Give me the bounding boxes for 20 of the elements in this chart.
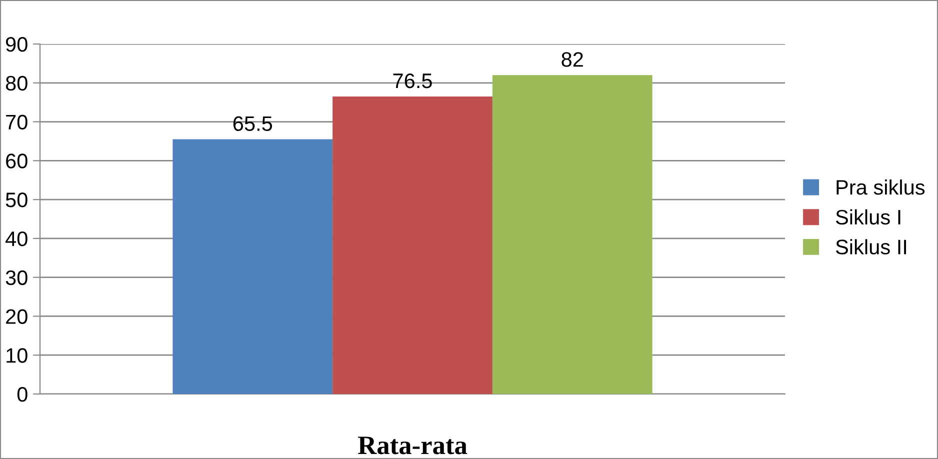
legend-label: Siklus I — [836, 209, 900, 225]
y-tick-label: 80 — [6, 76, 28, 91]
bar — [332, 96, 492, 394]
data-label: 82 — [562, 52, 583, 67]
y-tick-label: 60 — [6, 154, 28, 168]
legend-label: Siklus II — [836, 239, 906, 254]
y-tick-label: 10 — [6, 348, 28, 363]
x-tick-label: Rata-rata — [358, 436, 468, 454]
y-tick-label: 0 — [17, 387, 28, 402]
bar — [492, 75, 652, 394]
y-tick-label: 40 — [6, 231, 28, 246]
data-label: 76.5 — [393, 73, 432, 88]
y-tick-label: 50 — [6, 192, 28, 208]
bar — [172, 139, 333, 394]
data-label: 65.5 — [233, 116, 272, 131]
legend-label: Pra siklus — [836, 179, 925, 195]
y-tick-label: 20 — [6, 309, 28, 324]
y-tick-label: 70 — [6, 114, 28, 130]
y-tick-label: 30 — [6, 270, 28, 286]
y-tick-label: 90 — [6, 37, 28, 52]
